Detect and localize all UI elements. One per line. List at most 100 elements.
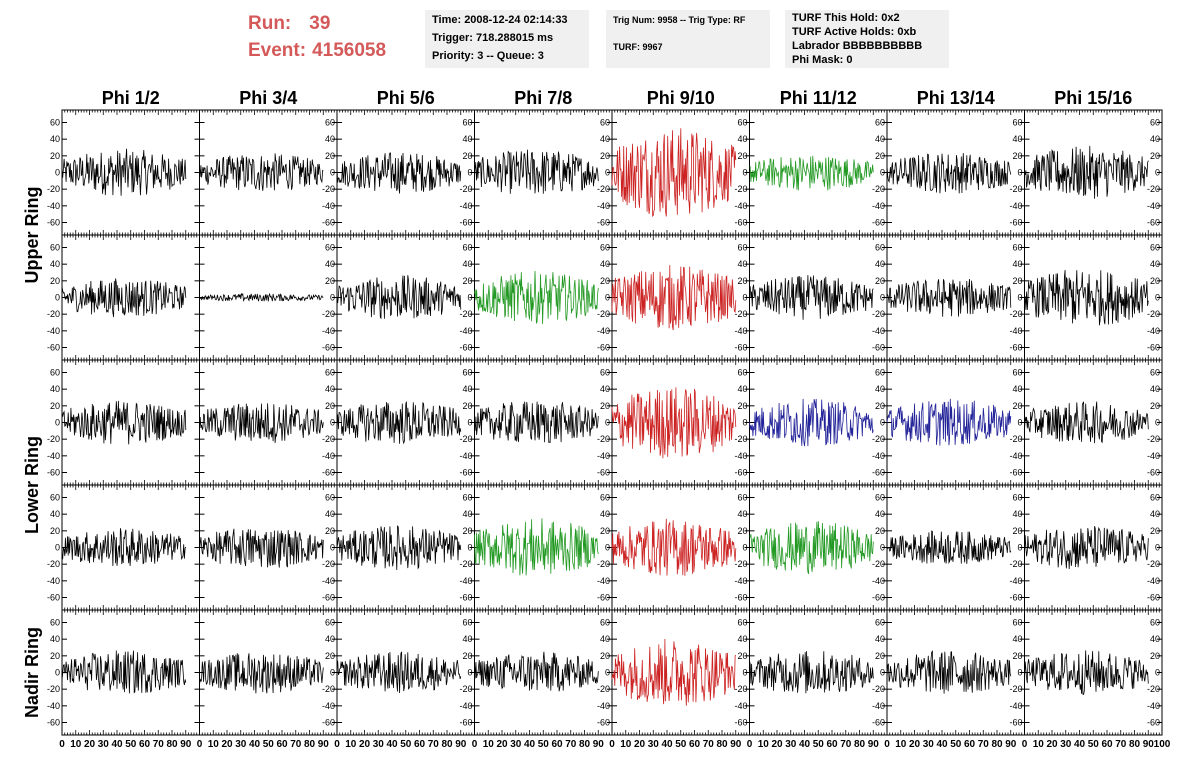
- y-tick-label: 20: [1150, 651, 1160, 661]
- y-tick-label: 20: [737, 526, 747, 536]
- waveform-trace: [199, 528, 324, 568]
- y-tick-label: 20: [325, 151, 335, 161]
- y-tick-label: -60: [322, 593, 335, 603]
- y-tick-label: 60: [875, 493, 885, 503]
- y-tick-label: -40: [47, 201, 60, 211]
- y-tick-label: -40: [47, 451, 60, 461]
- y-tick-label: 40: [1012, 259, 1022, 269]
- time-line: Time: 2008-12-24 02:14:33: [432, 14, 568, 26]
- y-tick-label: -20: [734, 434, 747, 444]
- y-tick-label: 40: [462, 384, 472, 394]
- y-tick-label: 40: [462, 134, 472, 144]
- y-tick-label: 20: [875, 151, 885, 161]
- y-tick-label: 60: [325, 118, 335, 128]
- x-tick-label: 90: [593, 739, 605, 750]
- waveform-trace: [749, 651, 874, 694]
- y-tick-label: -40: [597, 701, 610, 711]
- y-tick-label: 0: [1017, 168, 1022, 178]
- y-tick-label: -60: [872, 343, 885, 353]
- y-tick-label: -60: [322, 343, 335, 353]
- y-tick-label: 0: [742, 418, 747, 428]
- y-tick-label: 40: [462, 634, 472, 644]
- y-tick-label: 60: [50, 493, 60, 503]
- turf-info-box: TURF This Hold: 0x2 TURF Active Holds: 0…: [785, 10, 949, 68]
- y-tick-label: -60: [1009, 718, 1022, 728]
- y-tick-label: 40: [1150, 384, 1160, 394]
- x-tick-label: 80: [716, 739, 728, 750]
- y-tick-label: 0: [742, 293, 747, 303]
- run-label: Run:: [248, 13, 292, 34]
- y-tick-label: -40: [734, 701, 747, 711]
- y-tick-label: -40: [1009, 326, 1022, 336]
- x-tick-label: 10: [758, 739, 770, 750]
- y-tick-label: -20: [459, 309, 472, 319]
- labrador-line: Labrador BBBBBBBBBB: [792, 40, 923, 52]
- y-tick-label: 60: [1150, 493, 1160, 503]
- y-tick-label: 0: [605, 293, 610, 303]
- y-tick-label: 0: [605, 418, 610, 428]
- y-tick-label: -60: [1147, 593, 1160, 603]
- y-tick-label: 0: [55, 168, 60, 178]
- y-tick-label: 60: [875, 118, 885, 128]
- y-tick-label: -40: [734, 326, 747, 336]
- y-tick-label: -60: [459, 218, 472, 228]
- y-tick-label: 40: [875, 134, 885, 144]
- y-tick-label: 0: [605, 168, 610, 178]
- y-tick-label: 40: [737, 634, 747, 644]
- y-tick-label: 60: [875, 368, 885, 378]
- panel-frame: [749, 484, 888, 611]
- x-tick-label: 50: [538, 739, 550, 750]
- time-info-box: Time: 2008-12-24 02:14:33 Trigger: 718.2…: [425, 10, 589, 68]
- y-tick-label: -20: [872, 184, 885, 194]
- x-tick-label: 40: [386, 739, 398, 750]
- trigger-info-box: Trig Num: 9958 -- Trig Type: RF TURF: 99…: [606, 10, 770, 68]
- y-tick-label: 40: [737, 384, 747, 394]
- y-tick-label: -40: [872, 576, 885, 586]
- y-tick-label: 20: [875, 401, 885, 411]
- x-tick-label: 70: [290, 739, 302, 750]
- x-tick-label: 90: [180, 739, 192, 750]
- y-tick-label: -20: [459, 434, 472, 444]
- y-tick-label: 40: [1012, 634, 1022, 644]
- y-tick-label: -20: [597, 309, 610, 319]
- x-tick-label: 60: [139, 739, 151, 750]
- y-tick-label: 0: [1017, 418, 1022, 428]
- y-tick-label: 40: [737, 509, 747, 519]
- waveform-trace: [336, 525, 462, 571]
- y-tick-label: 20: [737, 401, 747, 411]
- event-label: Event:: [248, 40, 307, 61]
- y-tick-label: -60: [459, 343, 472, 353]
- y-tick-label: -60: [322, 718, 335, 728]
- y-tick-label: 0: [1155, 418, 1160, 428]
- y-tick-label: -60: [1147, 468, 1160, 478]
- y-tick-label: 0: [467, 418, 472, 428]
- y-tick-label: 40: [50, 259, 60, 269]
- y-tick-label: 40: [875, 634, 885, 644]
- waveform-trace: [1024, 270, 1149, 326]
- y-tick-label: -40: [459, 451, 472, 461]
- y-tick-label: 0: [330, 668, 335, 678]
- y-tick-label: -60: [872, 718, 885, 728]
- y-tick-label: 20: [50, 151, 60, 161]
- y-tick-label: -60: [734, 468, 747, 478]
- y-tick-label: 40: [1150, 634, 1160, 644]
- waveform-trace: [749, 398, 874, 447]
- column-header: Phi 11/12: [780, 88, 857, 108]
- y-tick-label: -20: [1009, 559, 1022, 569]
- y-tick-label: 60: [462, 118, 472, 128]
- waveform-trace: [886, 278, 1012, 317]
- y-tick-label: 60: [50, 368, 60, 378]
- y-tick-label: 0: [742, 543, 747, 553]
- y-tick-label: 60: [1012, 618, 1022, 628]
- y-tick-label: 20: [462, 526, 472, 536]
- y-tick-label: 60: [600, 243, 610, 253]
- y-tick-label: -40: [322, 451, 335, 461]
- y-tick-label: 60: [462, 493, 472, 503]
- y-tick-label: -60: [322, 218, 335, 228]
- y-tick-label: -40: [872, 701, 885, 711]
- x-tick-label: 60: [826, 739, 838, 750]
- y-tick-label: -20: [47, 309, 60, 319]
- y-tick-label: -20: [1147, 684, 1160, 694]
- y-tick-label: -20: [322, 309, 335, 319]
- y-tick-label: -40: [47, 701, 60, 711]
